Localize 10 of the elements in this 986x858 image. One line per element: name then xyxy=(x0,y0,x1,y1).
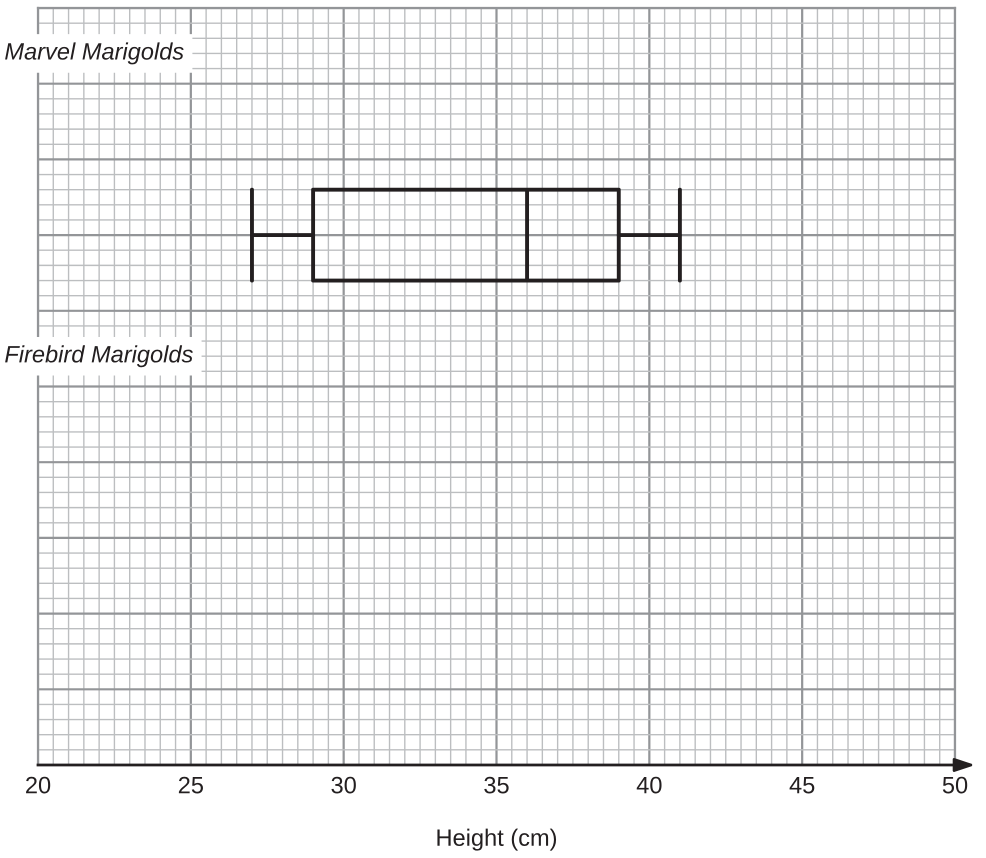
x-tick-label: 35 xyxy=(484,776,509,794)
x-tick-label: 30 xyxy=(331,776,356,794)
x-tick-label: 20 xyxy=(26,776,50,794)
x-tick-label: 45 xyxy=(790,776,814,794)
x-tick-label: 25 xyxy=(178,776,203,794)
x-tick-label: 50 xyxy=(942,776,968,794)
x-tick-label: 40 xyxy=(636,776,662,794)
x-axis-title: Height (cm) xyxy=(437,828,556,851)
y-tick-label: Marvel Marigolds xyxy=(5,42,184,64)
y-tick-label: Firebird Marigolds xyxy=(5,345,193,368)
